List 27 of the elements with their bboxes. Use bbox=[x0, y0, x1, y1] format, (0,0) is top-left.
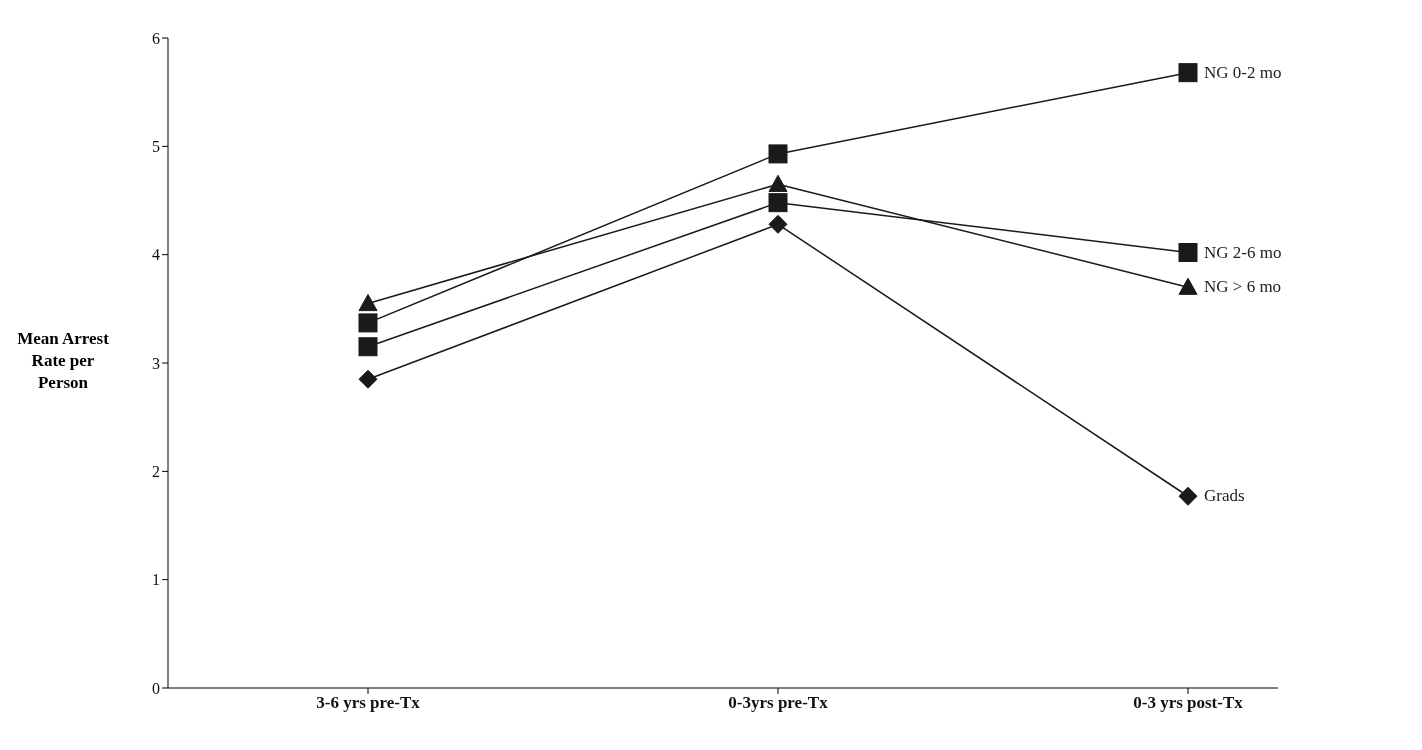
point bbox=[768, 144, 788, 164]
series-label: NG 2-6 mo bbox=[1204, 242, 1282, 262]
x-tick-label: 0-3yrs pre-Tx bbox=[728, 693, 829, 713]
point bbox=[1178, 277, 1198, 295]
point bbox=[1178, 486, 1198, 506]
point bbox=[358, 293, 378, 312]
point bbox=[358, 313, 378, 333]
y-tick-label: 0 bbox=[152, 679, 160, 697]
point bbox=[358, 369, 378, 389]
series-label: Grads bbox=[1204, 486, 1245, 506]
series-label: NG > 6 mo bbox=[1204, 277, 1282, 297]
point bbox=[358, 337, 378, 357]
y-tick-label: 3 bbox=[152, 354, 160, 372]
y-axis-title: Mean Arrest Rate per Person bbox=[16, 328, 110, 394]
x-tick-label: 0-3 yrs post-Tx bbox=[1133, 693, 1244, 713]
y-tick-label: 5 bbox=[152, 138, 160, 156]
y-tick-label: 6 bbox=[152, 29, 160, 47]
y-tick-label: 1 bbox=[152, 571, 160, 589]
point bbox=[1178, 63, 1198, 83]
series-label: NG 0-2 mo bbox=[1204, 62, 1282, 82]
point bbox=[1178, 243, 1198, 262]
x-tick-label: 3-6 yrs pre-Tx bbox=[316, 693, 421, 713]
y-tick-label: 4 bbox=[152, 246, 160, 264]
point bbox=[768, 174, 788, 192]
point bbox=[768, 214, 788, 234]
y-tick-label: 2 bbox=[152, 463, 160, 481]
point bbox=[768, 193, 788, 213]
